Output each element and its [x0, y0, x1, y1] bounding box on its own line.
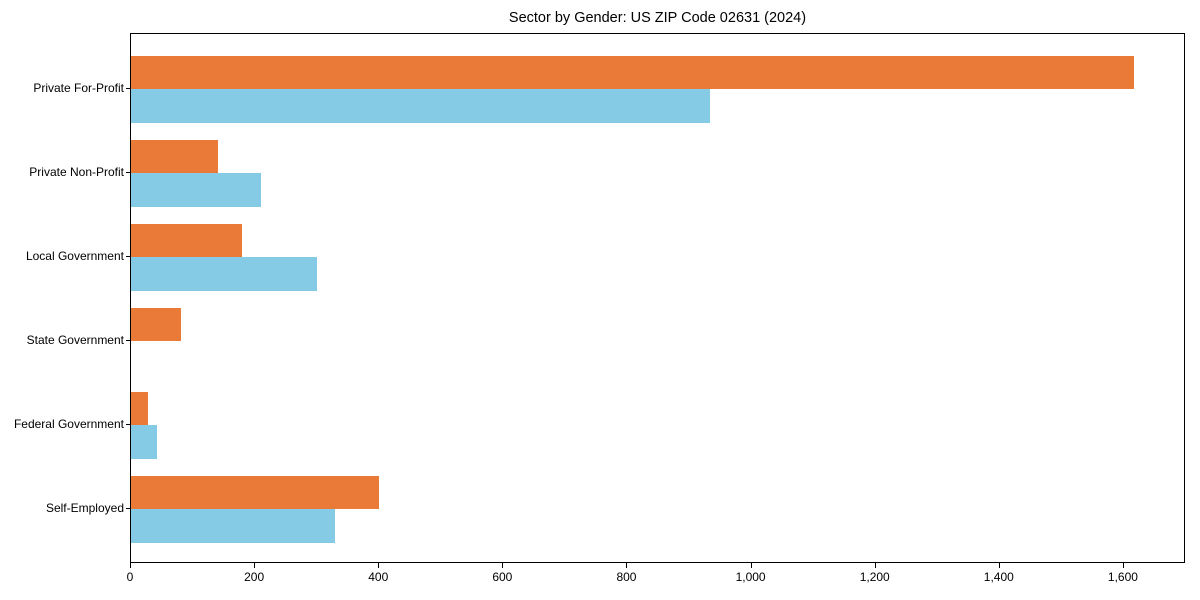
- bar-female-private-non-profit: [131, 173, 262, 208]
- plot-area: MaleFemale: [130, 33, 1185, 563]
- x-tick-label: 400: [368, 570, 389, 584]
- bar-male-private-non-profit: [131, 139, 218, 174]
- bar-female-self-employed: [131, 509, 336, 543]
- x-tick-label: 1,400: [983, 570, 1014, 584]
- x-tick-label: 800: [616, 570, 637, 584]
- y-tick-mark: [126, 172, 130, 174]
- y-tick-mark: [126, 424, 130, 426]
- x-tick-mark: [378, 563, 380, 568]
- y-tick-mark: [126, 340, 130, 342]
- bar-male-state-government: [131, 307, 181, 342]
- bar-male-self-employed: [131, 475, 379, 510]
- bar-male-private-for-profit: [131, 55, 1135, 90]
- x-tick-label: 1,200: [859, 570, 890, 584]
- y-tick-mark: [126, 88, 130, 90]
- y-tick-label: State Government: [26, 333, 124, 348]
- x-tick-mark: [874, 563, 876, 568]
- y-tick-mark: [126, 508, 130, 510]
- y-tick-mark: [126, 256, 130, 258]
- x-tick-mark: [626, 563, 628, 568]
- x-tick-label: 1,600: [1107, 570, 1138, 584]
- y-tick-label: Self-Employed: [45, 501, 124, 516]
- bar-female-federal-government: [131, 425, 157, 459]
- x-tick-label: 200: [244, 570, 265, 584]
- y-tick-label: Private Non-Profit: [29, 165, 124, 180]
- y-tick-label: Local Government: [25, 249, 124, 264]
- x-tick-mark: [254, 563, 256, 568]
- x-tick-mark: [998, 563, 1000, 568]
- x-tick-mark: [502, 563, 504, 568]
- chart-title: Sector by Gender: US ZIP Code 02631 (202…: [508, 10, 807, 26]
- x-tick-mark: [1122, 563, 1124, 568]
- x-tick-mark: [750, 563, 752, 568]
- bar-female-local-government: [131, 257, 317, 292]
- x-tick-label: 1,000: [735, 570, 766, 584]
- bar-male-local-government: [131, 223, 243, 258]
- x-tick-label: 0: [126, 570, 134, 584]
- x-tick-label: 600: [492, 570, 513, 584]
- x-tick-mark: [130, 563, 131, 568]
- y-tick-label: Private For-Profit: [33, 81, 124, 96]
- bar-female-private-for-profit: [131, 89, 711, 124]
- bar-male-federal-government: [131, 391, 149, 426]
- y-tick-label: Federal Government: [13, 417, 124, 432]
